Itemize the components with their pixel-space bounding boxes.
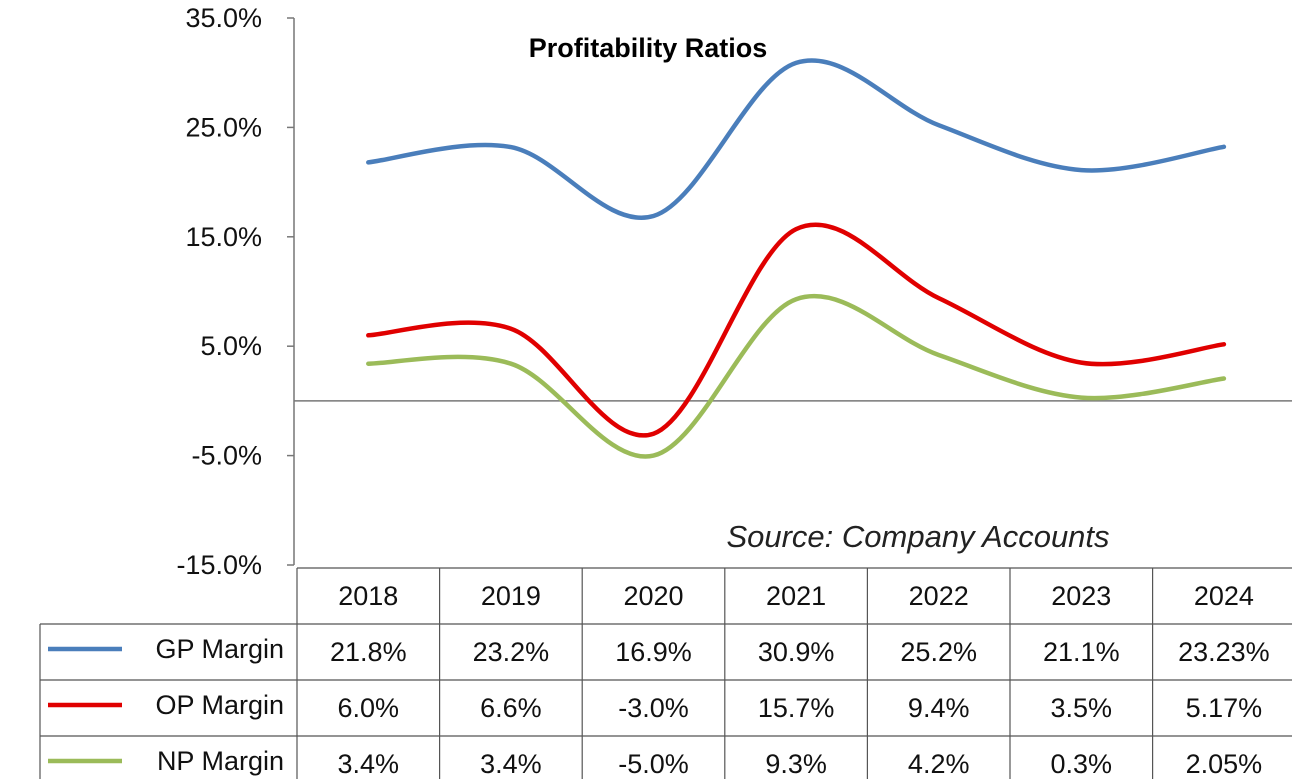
axes-layer: 35.0% 25.0% 15.0% 5.0% -5.0% -15.0% xyxy=(176,3,1292,580)
data-label: -5.0% xyxy=(618,749,689,779)
data-label: 21.8% xyxy=(330,637,407,667)
source-annotation: Source: Company Accounts xyxy=(726,519,1109,554)
data-label: 2.05% xyxy=(1186,749,1263,779)
x-tick-label: 2019 xyxy=(481,581,541,611)
data-label: -3.0% xyxy=(618,693,689,723)
y-tick-label: 25.0% xyxy=(185,112,262,142)
legend-label: NP Margin xyxy=(157,746,284,776)
data-label: 15.7% xyxy=(758,693,835,723)
chart-title: Profitability Ratios xyxy=(529,33,768,63)
data-label: 23.2% xyxy=(473,637,550,667)
data-label: 23.23% xyxy=(1178,637,1270,667)
series-layer xyxy=(366,58,1227,459)
data-label: 3.5% xyxy=(1051,693,1113,723)
y-tick-label: 35.0% xyxy=(185,3,262,33)
x-tick-label: 2021 xyxy=(766,581,826,611)
x-tick-label: 2023 xyxy=(1051,581,1111,611)
data-label: 25.2% xyxy=(900,637,977,667)
x-tick-label: 2022 xyxy=(909,581,969,611)
data-table: 2018 2019 2020 2021 2022 2023 2024 GP Margin 21.… xyxy=(39,567,1292,779)
series-line-op-margin xyxy=(366,222,1227,438)
data-label: 9.4% xyxy=(908,693,970,723)
legend-label: GP Margin xyxy=(155,634,284,664)
x-tick-label: 2018 xyxy=(338,581,398,611)
data-label: 5.17% xyxy=(1186,693,1263,723)
legend-label: OP Margin xyxy=(155,690,284,720)
data-label: 30.9% xyxy=(758,637,835,667)
y-tick-label: 15.0% xyxy=(185,222,262,252)
series-line-np-margin xyxy=(366,293,1227,459)
data-label: 4.2% xyxy=(908,749,970,779)
data-label: 6.0% xyxy=(338,693,400,723)
data-label: 21.1% xyxy=(1043,637,1120,667)
y-tick-label: -5.0% xyxy=(191,441,262,471)
data-label: 9.3% xyxy=(765,749,827,779)
data-label: 6.6% xyxy=(480,693,542,723)
y-tick-label: 5.0% xyxy=(200,331,262,361)
data-label: 3.4% xyxy=(338,749,400,779)
series-line-gp-margin xyxy=(366,58,1227,220)
y-tick-label: -15.0% xyxy=(176,550,262,580)
x-tick-label: 2020 xyxy=(623,581,683,611)
data-label: 16.9% xyxy=(615,637,692,667)
data-label: 3.4% xyxy=(480,749,542,779)
x-tick-label: 2024 xyxy=(1194,581,1254,611)
data-label: 0.3% xyxy=(1051,749,1113,779)
